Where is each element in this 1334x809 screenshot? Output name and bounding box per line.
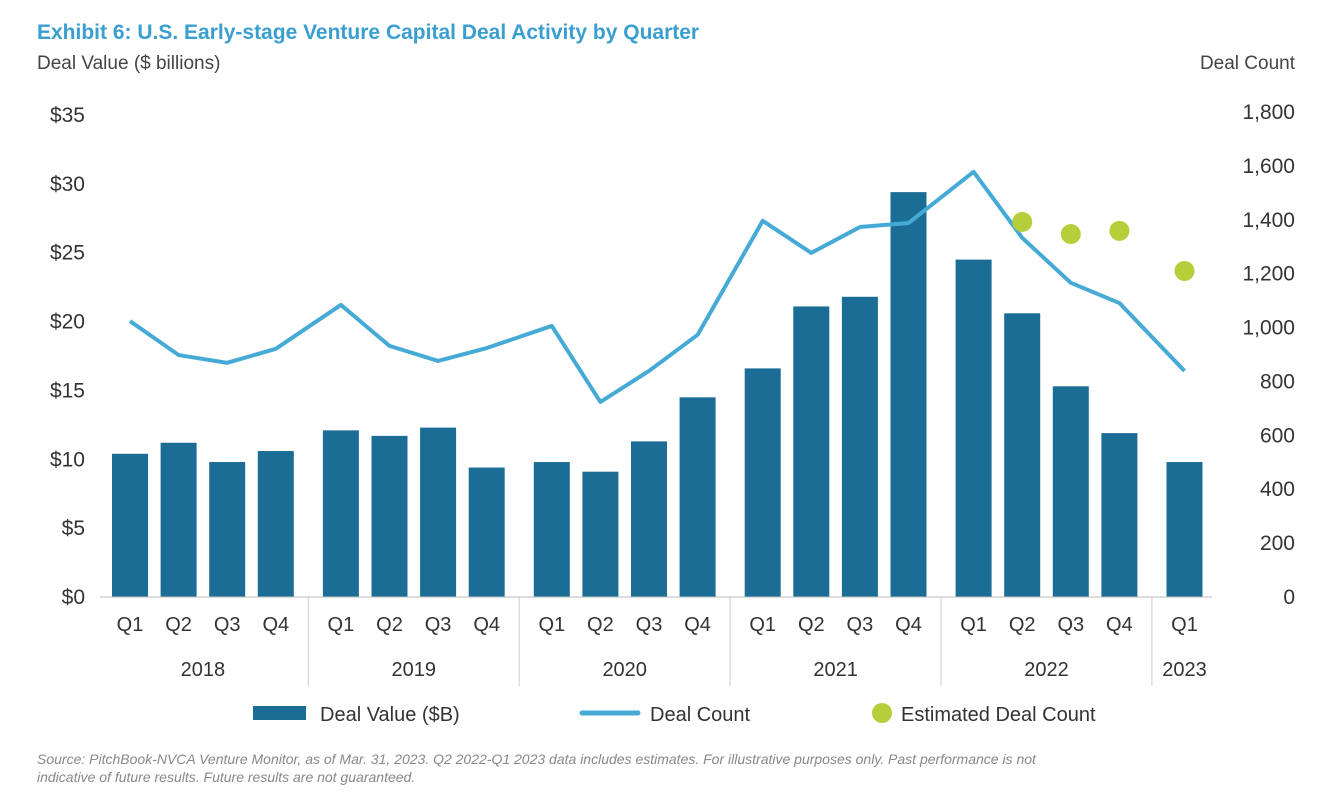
line-deal-count <box>128 169 1186 404</box>
legend-swatch-deal-value <box>253 706 306 720</box>
bar-deal-value <box>1166 462 1203 597</box>
quarter-label: Q2 <box>165 614 192 636</box>
bar-deal-value <box>1004 313 1041 597</box>
point-estimated-deal-count <box>1174 260 1195 281</box>
source-note-2: indicative of future results. Future res… <box>37 769 415 785</box>
right-tick-label: 600 <box>1260 424 1295 447</box>
right-tick-label: 1,200 <box>1242 263 1295 286</box>
right-tick-label: 1,600 <box>1242 155 1295 178</box>
quarter-label: Q2 <box>798 614 825 636</box>
quarter-label: Q1 <box>117 614 144 636</box>
quarter-label: Q3 <box>425 614 452 636</box>
quarter-label: Q4 <box>684 614 711 636</box>
bar-deal-value <box>371 435 408 597</box>
left-tick-label: $30 <box>50 173 85 196</box>
quarter-label: Q3 <box>847 614 874 636</box>
left-tick-label: $20 <box>50 311 85 334</box>
bar-deal-value <box>420 427 457 597</box>
quarter-label: Q4 <box>895 614 922 636</box>
quarter-label: Q1 <box>538 614 565 636</box>
bar-deal-value <box>582 471 619 597</box>
bar-deal-value <box>890 192 927 597</box>
left-tick-label: $0 <box>62 586 85 609</box>
year-label: 2023 <box>1162 659 1207 681</box>
left-tick-label: $15 <box>50 379 85 402</box>
quarter-label: Q1 <box>1171 614 1198 636</box>
legend-label-estimated: Estimated Deal Count <box>901 704 1096 726</box>
bar-deal-value <box>955 259 992 597</box>
quarter-label: Q3 <box>636 614 663 636</box>
year-label: 2020 <box>602 659 647 681</box>
bar-deal-value <box>322 430 359 597</box>
bar-deal-value <box>209 462 246 597</box>
quarter-label: Q2 <box>587 614 614 636</box>
bar-deal-value <box>160 442 197 597</box>
legend-label-deal-value: Deal Value ($B) <box>320 704 460 726</box>
quarter-label: Q4 <box>473 614 500 636</box>
quarter-label: Q4 <box>1106 614 1133 636</box>
point-estimated-deal-count <box>1109 220 1130 241</box>
year-label: 2018 <box>181 659 226 681</box>
quarter-label: Q2 <box>1009 614 1036 636</box>
bar-deal-value <box>468 467 505 597</box>
legend: Deal Value ($B) Deal Count Estimated Dea… <box>253 703 1096 726</box>
right-tick-label: 800 <box>1260 370 1295 393</box>
bar-deal-value <box>793 306 830 597</box>
bar-deal-value <box>257 451 294 597</box>
quarter-label: Q3 <box>214 614 241 636</box>
year-label: 2021 <box>813 659 858 681</box>
right-tick-label: 1,400 <box>1242 209 1295 232</box>
point-estimated-deal-count <box>1012 211 1033 232</box>
left-tick-label: $25 <box>50 242 85 265</box>
right-tick-label: 1,000 <box>1242 317 1295 340</box>
right-tick-label: 400 <box>1260 478 1295 501</box>
bar-deal-value <box>679 397 716 597</box>
legend-swatch-estimated <box>872 703 892 723</box>
left-axis-label: Deal Value ($ billions) <box>37 53 220 74</box>
year-label: 2022 <box>1024 659 1069 681</box>
quarter-label: Q3 <box>1057 614 1084 636</box>
quarter-label: Q2 <box>376 614 403 636</box>
right-tick-label: 0 <box>1283 586 1295 609</box>
bar-deal-value <box>112 453 148 597</box>
quarter-label: Q1 <box>328 614 355 636</box>
right-axis-label: Deal Count <box>1200 53 1296 74</box>
quarter-label: Q1 <box>960 614 987 636</box>
bar-deal-value <box>1052 386 1089 597</box>
left-tick-label: $35 <box>50 104 85 127</box>
quarter-label: Q1 <box>749 614 776 636</box>
bar-deal-value <box>841 296 878 597</box>
right-tick-label: 1,800 <box>1242 101 1295 124</box>
right-tick-label: 200 <box>1260 532 1295 555</box>
bar-deal-value <box>1101 433 1138 597</box>
quarter-label: Q4 <box>262 614 289 636</box>
left-tick-label: $5 <box>62 517 85 540</box>
chart-title: Exhibit 6: U.S. Early-stage Venture Capi… <box>37 21 699 44</box>
left-tick-label: $10 <box>50 448 85 471</box>
source-note: Source: PitchBook-NVCA Venture Monitor, … <box>37 751 1037 767</box>
bar-deal-value <box>533 462 570 597</box>
bar-deal-value <box>631 441 667 597</box>
bar-deal-value <box>744 368 781 597</box>
year-label: 2019 <box>392 659 437 681</box>
point-estimated-deal-count <box>1060 224 1081 245</box>
legend-label-deal-count: Deal Count <box>650 704 751 726</box>
